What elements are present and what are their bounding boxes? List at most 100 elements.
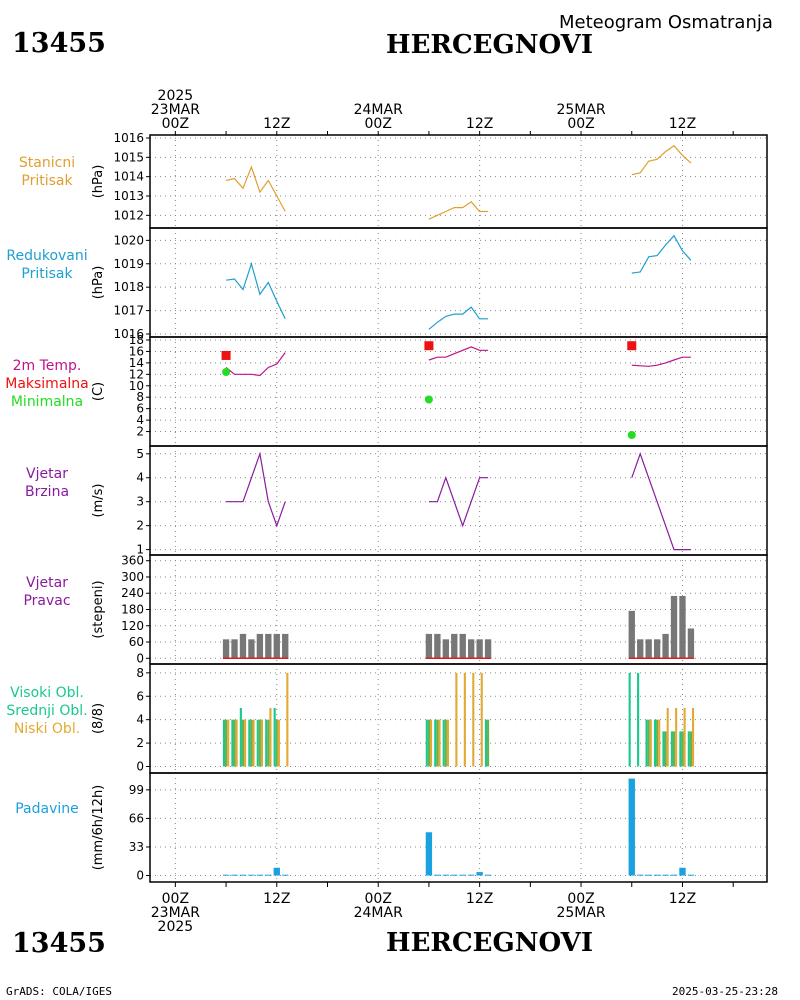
cloud-bar <box>446 719 449 767</box>
top-time-label: 23MAR <box>151 102 200 118</box>
cloud-bar <box>645 719 648 767</box>
y-tick-label: 4 <box>136 413 144 427</box>
top-time-label: 00Z <box>567 116 594 132</box>
panel-label: Pritisak <box>21 266 73 282</box>
y-tick-label: 18 <box>129 333 144 347</box>
cloud-bar <box>691 707 695 767</box>
cloud-bar <box>256 719 259 767</box>
credit-text: GrADS: COLA/IGES <box>6 985 112 998</box>
bottom-time-label: 00Z <box>365 891 392 907</box>
bottom-time-label: 2025 <box>158 919 194 935</box>
y-tick-label: 240 <box>121 586 144 600</box>
cloud-bar <box>273 707 276 767</box>
panel-label: Vjetar <box>26 466 68 482</box>
bottom-time-label: 00Z <box>567 891 594 907</box>
bar <box>670 874 678 876</box>
y-tick-label: 8 <box>136 666 144 680</box>
y-tick-label: 0 <box>136 869 144 883</box>
y-tick-label: 1018 <box>113 280 144 294</box>
series-line <box>226 261 286 320</box>
cloud-bar <box>269 707 272 767</box>
top-time-label: 24MAR <box>354 102 403 118</box>
cloud-bar <box>472 672 475 767</box>
bar <box>628 610 635 659</box>
cloud-bar <box>670 731 673 767</box>
cloud-bar <box>647 719 650 767</box>
bar <box>256 874 264 876</box>
cloud-bar <box>258 719 261 767</box>
y-axis-label: (C) <box>91 382 106 401</box>
cloud-bar <box>252 719 255 767</box>
bar <box>687 628 695 659</box>
y-tick-label: 99 <box>129 783 144 797</box>
panel-label: Stanicni <box>19 155 75 171</box>
y-axis-label: (hPa) <box>91 266 106 300</box>
max-temp-marker <box>221 350 231 360</box>
bottom-time-label: 12Z <box>669 891 696 907</box>
panel-frame <box>149 772 768 883</box>
y-tick-label: 1016 <box>113 131 144 145</box>
y-tick-label: 3 <box>136 495 144 509</box>
bar <box>222 874 230 876</box>
bar <box>451 874 458 876</box>
bar <box>637 639 644 659</box>
top-time-label: 25MAR <box>556 102 605 118</box>
panel-frame <box>149 336 768 447</box>
cloud-bar <box>427 719 430 767</box>
cloud-bar <box>666 707 669 767</box>
bar <box>442 874 449 876</box>
panel-label: 2m Temp. <box>13 358 82 374</box>
top-time-label: 2025 <box>158 88 194 104</box>
bottom-time-label: 23MAR <box>151 905 200 921</box>
y-tick-label: 6 <box>136 689 144 703</box>
y-tick-label: 4 <box>136 471 144 485</box>
y-tick-label: 8 <box>136 390 144 404</box>
bar <box>451 633 458 659</box>
bottom-time-label: 24MAR <box>354 905 403 921</box>
bar <box>687 874 695 876</box>
cloud-bar <box>260 719 264 767</box>
series-line <box>428 475 489 528</box>
cloud-bar <box>235 719 238 767</box>
series-line <box>428 346 489 361</box>
cloud-bar <box>250 719 253 767</box>
cloud-bar <box>425 719 428 767</box>
y-tick-label: 1016 <box>113 327 144 341</box>
min-temp-marker <box>627 430 636 439</box>
top-time-label: 00Z <box>162 116 189 132</box>
bar <box>256 633 264 659</box>
bar <box>484 639 492 659</box>
y-axis-label: (mm/6h/12h) <box>91 785 106 871</box>
cloud-bar <box>231 719 234 767</box>
cloud-bar <box>277 719 280 767</box>
y-tick-label: 2 <box>136 736 144 750</box>
series-line <box>428 306 489 330</box>
cloud-bar <box>225 719 228 767</box>
cloud-bar <box>222 719 226 767</box>
top-time-label: 12Z <box>263 116 290 132</box>
bar <box>637 874 644 876</box>
series-line <box>225 165 286 212</box>
bottom-time-label: 25MAR <box>556 905 605 921</box>
bar <box>476 872 483 876</box>
series-line <box>225 352 286 377</box>
cloud-bar <box>267 719 270 767</box>
panel-label: Minimalna <box>11 394 83 410</box>
y-tick-label: 6 <box>136 402 144 416</box>
cloud-bar <box>244 719 247 767</box>
panel-label: Maksimalna <box>5 376 89 392</box>
cloud-bar <box>662 731 665 767</box>
bar <box>265 633 272 659</box>
cloud-bar <box>442 719 445 767</box>
y-tick-label: 1019 <box>113 257 144 271</box>
cloud-bar <box>687 731 690 767</box>
panel-label: Niski Obl. <box>14 721 80 737</box>
bar <box>442 639 449 659</box>
bar <box>248 874 255 876</box>
cloud-bar <box>664 731 667 767</box>
series-line <box>631 451 691 551</box>
timestamp-text: 2025-03-25-23:28 <box>672 985 778 998</box>
cloud-bar <box>683 707 686 767</box>
y-tick-label: 1012 <box>113 208 144 222</box>
